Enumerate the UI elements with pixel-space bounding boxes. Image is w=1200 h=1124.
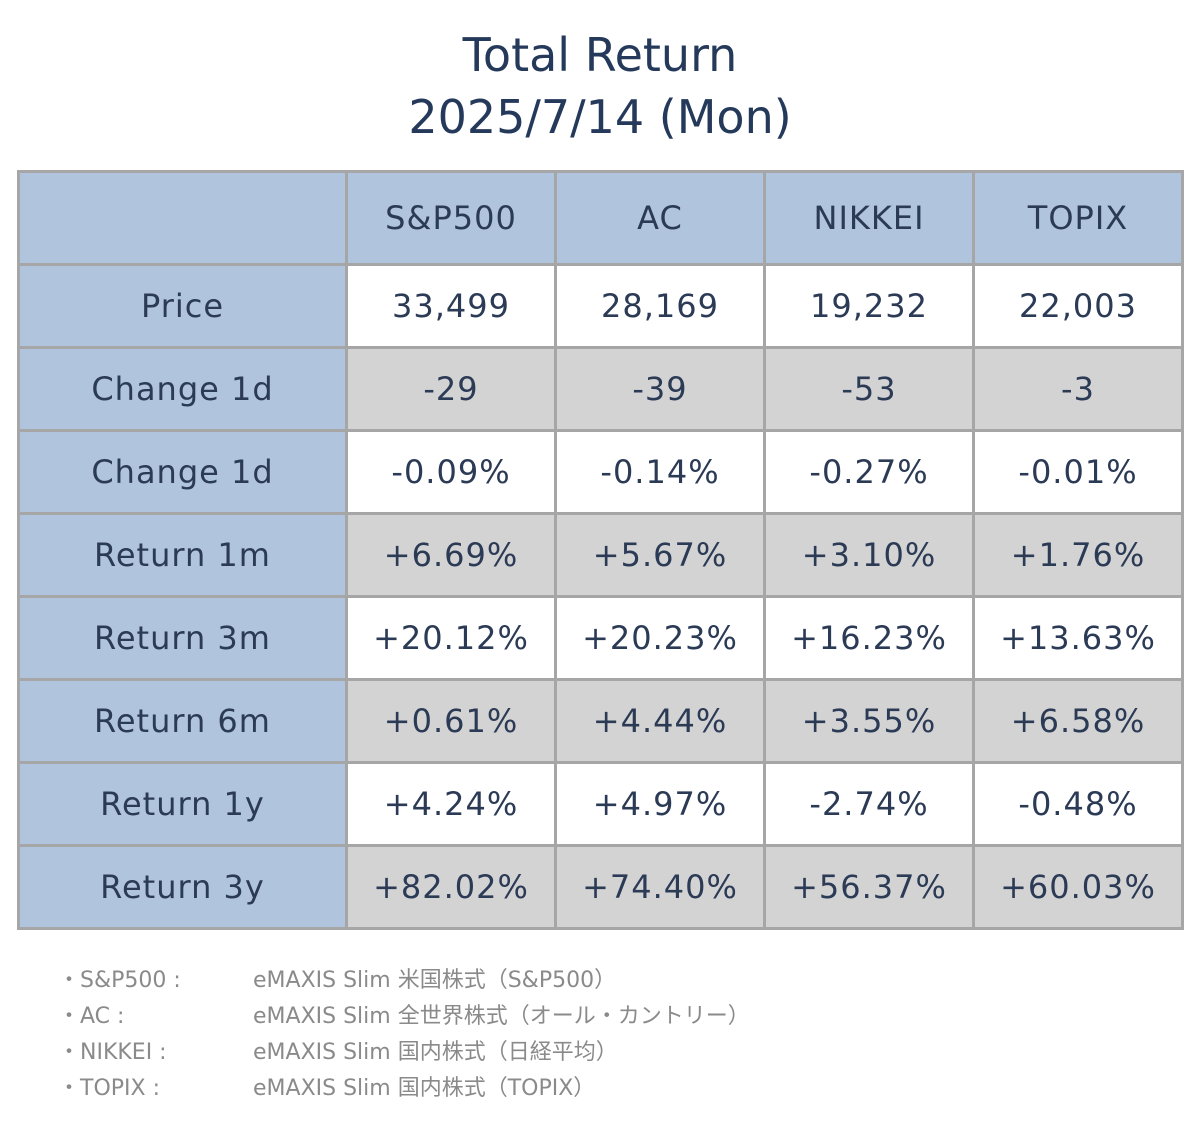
value-cell: 19,232 — [763, 263, 975, 349]
value-cell: +4.97% — [554, 761, 766, 847]
note-item: ・AC : eMAXIS Slim 全世界株式（オール・カントリー） — [58, 996, 750, 1032]
table-row: Return 1m +6.69% +5.67% +3.10% +1.76% — [17, 512, 1184, 598]
value-cell: -0.09% — [345, 429, 557, 515]
value-cell: +4.44% — [554, 678, 766, 764]
note-label: ・TOPIX : — [58, 1076, 160, 1101]
value-cell: +56.37% — [763, 844, 975, 930]
row-label-cell: Return 1m — [17, 512, 348, 598]
value-cell: +4.24% — [345, 761, 557, 847]
table-row: Change 1d -29 -39 -53 -3 — [17, 346, 1184, 432]
note-description: eMAXIS Slim 米国株式（S&P500） — [253, 968, 617, 993]
value-cell: -0.01% — [972, 429, 1184, 515]
value-cell: -0.48% — [972, 761, 1184, 847]
row-label-cell: Price — [17, 263, 348, 349]
note-label: ・NIKKEI : — [58, 1040, 167, 1065]
value-cell: -29 — [345, 346, 557, 432]
value-cell: -2.74% — [763, 761, 975, 847]
value-cell: +1.76% — [972, 512, 1184, 598]
value-cell: +74.40% — [554, 844, 766, 930]
returns-table: S&P500 AC NIKKEI TOPIX Price 33,499 28,169… — [17, 170, 1184, 930]
row-label-cell: Change 1d — [17, 429, 348, 515]
header-cell-sp500: S&P500 — [345, 170, 557, 266]
value-cell: 33,499 — [345, 263, 557, 349]
value-cell: +60.03% — [972, 844, 1184, 930]
note-label: ・S&P500 : — [58, 968, 181, 993]
row-label-cell: Return 6m — [17, 678, 348, 764]
table-row: Return 3m +20.12% +20.23% +16.23% +13.63% — [17, 595, 1184, 681]
header-cell-corner — [17, 170, 348, 266]
note-description: eMAXIS Slim 国内株式（日経平均） — [253, 1040, 618, 1065]
value-cell: +0.61% — [345, 678, 557, 764]
value-cell: +6.69% — [345, 512, 557, 598]
table-row: Return 1y +4.24% +4.97% -2.74% -0.48% — [17, 761, 1184, 847]
value-cell: +16.23% — [763, 595, 975, 681]
value-cell: +6.58% — [972, 678, 1184, 764]
value-cell: -53 — [763, 346, 975, 432]
note-label: ・AC : — [58, 1004, 125, 1029]
table-row: Price 33,499 28,169 19,232 22,003 — [17, 263, 1184, 349]
table-row: Return 6m +0.61% +4.44% +3.55% +6.58% — [17, 678, 1184, 764]
value-cell: +82.02% — [345, 844, 557, 930]
chart-subtitle: 2025/7/14 (Mon) — [408, 90, 792, 144]
table-row: Change 1d -0.09% -0.14% -0.27% -0.01% — [17, 429, 1184, 515]
header-cell-ac: AC — [554, 170, 766, 266]
note-description: eMAXIS Slim 全世界株式（オール・カントリー） — [253, 1004, 750, 1029]
value-cell: -3 — [972, 346, 1184, 432]
row-label-cell: Change 1d — [17, 346, 348, 432]
value-cell: -39 — [554, 346, 766, 432]
fund-notes: ・S&P500 : eMAXIS Slim 米国株式（S&P500） ・AC :… — [58, 960, 750, 1104]
value-cell: +20.12% — [345, 595, 557, 681]
row-label-cell: Return 3y — [17, 844, 348, 930]
value-cell: +20.23% — [554, 595, 766, 681]
row-label-cell: Return 1y — [17, 761, 348, 847]
value-cell: +5.67% — [554, 512, 766, 598]
value-cell: +3.10% — [763, 512, 975, 598]
note-item: ・TOPIX : eMAXIS Slim 国内株式（TOPIX） — [58, 1068, 750, 1104]
header-cell-topix: TOPIX — [972, 170, 1184, 266]
header-cell-nikkei: NIKKEI — [763, 170, 975, 266]
note-item: ・S&P500 : eMAXIS Slim 米国株式（S&P500） — [58, 960, 750, 996]
value-cell: +13.63% — [972, 595, 1184, 681]
chart-title: Total Return — [462, 28, 738, 82]
note-description: eMAXIS Slim 国内株式（TOPIX） — [253, 1076, 596, 1101]
table-header-row: S&P500 AC NIKKEI TOPIX — [17, 170, 1184, 266]
value-cell: 28,169 — [554, 263, 766, 349]
value-cell: -0.14% — [554, 429, 766, 515]
row-label-cell: Return 3m — [17, 595, 348, 681]
value-cell: -0.27% — [763, 429, 975, 515]
table-row: Return 3y +82.02% +74.40% +56.37% +60.03% — [17, 844, 1184, 930]
note-item: ・NIKKEI : eMAXIS Slim 国内株式（日経平均） — [58, 1032, 750, 1068]
value-cell: +3.55% — [763, 678, 975, 764]
value-cell: 22,003 — [972, 263, 1184, 349]
